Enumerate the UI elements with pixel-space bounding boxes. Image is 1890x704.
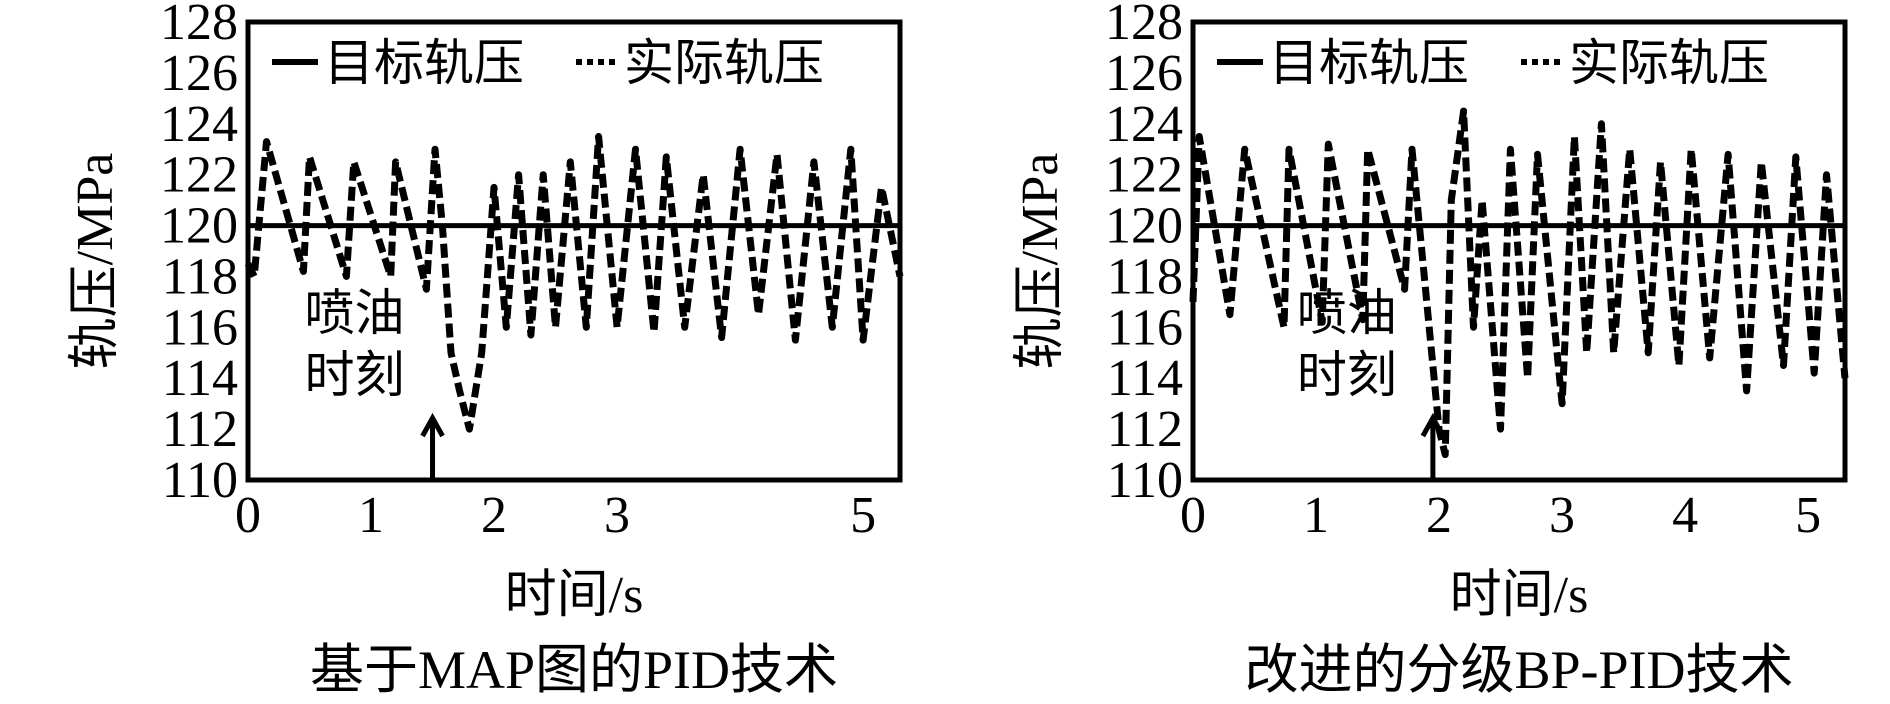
y-tick-label: 124	[1105, 96, 1183, 153]
x-tick-label: 2	[481, 487, 507, 544]
plot-frame	[1190, 19, 1848, 483]
x-tick-label: 3	[604, 487, 630, 544]
x-tick-label: 1	[358, 487, 384, 544]
y-tick-label: 116	[1107, 299, 1183, 356]
y-tick-label: 114	[162, 350, 238, 407]
y-tick-label: 122	[1105, 147, 1183, 204]
legend-label-actual: 实际轨压	[624, 35, 824, 91]
y-tick-label: 126	[160, 45, 238, 102]
legend-label-target: 目标轨压	[324, 35, 524, 91]
x-tick-label: 0	[1180, 487, 1206, 544]
y-tick-label: 118	[1107, 248, 1183, 305]
chart-caption: 基于MAP图的PID技术	[310, 640, 838, 700]
x-tick-label: 4	[1672, 487, 1698, 544]
y-tick-label: 128	[1105, 0, 1183, 51]
y-tick-label: 116	[162, 299, 238, 356]
y-tick-label: 114	[1107, 350, 1183, 407]
x-axis-title: 时间/s	[505, 567, 644, 624]
y-tick-label: 128	[160, 0, 238, 51]
annotation-arrow	[1420, 412, 1446, 478]
y-tick-label: 120	[160, 198, 238, 255]
annotation-line1: 喷油	[1297, 285, 1397, 341]
plot-frame	[245, 19, 903, 483]
y-tick-label: 112	[162, 401, 238, 458]
y-axis-title: 轨压/MPa	[67, 153, 124, 370]
y-tick-label: 124	[160, 96, 238, 153]
y-tick-label: 118	[162, 248, 238, 305]
x-tick-label: 5	[1795, 487, 1821, 544]
annotation-arrow	[420, 412, 445, 478]
y-tick-label: 126	[1105, 45, 1183, 102]
y-tick-label: 122	[160, 147, 238, 204]
annotation-line1: 喷油	[305, 285, 405, 341]
chart-caption: 改进的分级BP-PID技术	[1244, 640, 1793, 700]
x-tick-label: 2	[1426, 487, 1452, 544]
y-tick-label: 120	[1105, 198, 1183, 255]
chart-panel-right: 110 112 114 116 118 120 122 124 126 128 0 1 2 3 4 5 目标轨…	[945, 0, 1890, 704]
x-tick-label: 3	[1549, 487, 1575, 544]
y-tick-label: 110	[1107, 452, 1183, 509]
y-tick-label: 112	[1107, 401, 1183, 458]
annotation-line2: 时刻	[305, 347, 405, 403]
legend-label-target: 目标轨压	[1269, 35, 1469, 91]
series-actual-pressure	[244, 133, 904, 433]
legend-label-actual: 实际轨压	[1569, 35, 1769, 91]
x-tick-label: 5	[850, 487, 876, 544]
chart-panel-left: 110 112 114 116 118 120 122 124 126 128 0 1 2 3 5 目标轨压…	[67, 0, 904, 700]
x-tick-label: 1	[1303, 487, 1329, 544]
series-actual-pressure	[1189, 107, 1849, 459]
y-tick-label: 110	[162, 452, 238, 509]
annotation-line2: 时刻	[1297, 347, 1397, 403]
x-tick-label: 0	[235, 487, 261, 544]
y-axis-title: 轨压/MPa	[1012, 153, 1069, 370]
x-axis-title: 时间/s	[1450, 567, 1589, 624]
